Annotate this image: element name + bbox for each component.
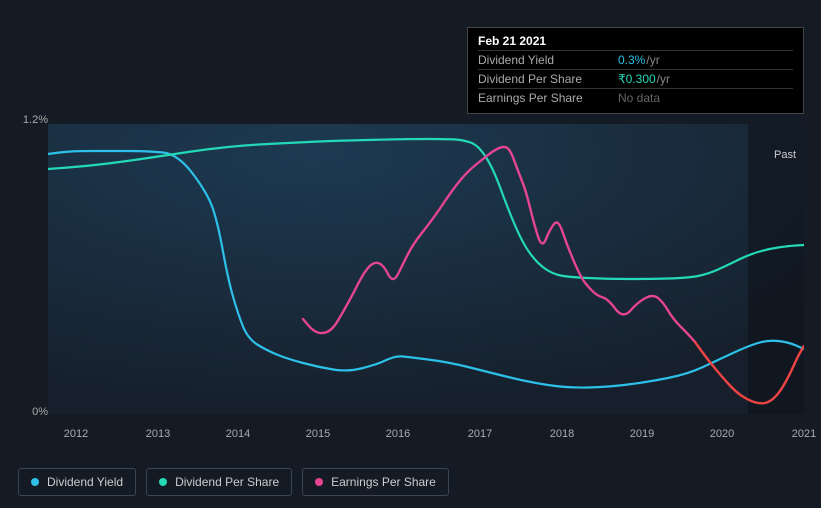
legend-label: Dividend Per Share bbox=[175, 475, 279, 489]
x-axis-label: 2013 bbox=[146, 428, 170, 440]
tooltip-date: Feb 21 2021 bbox=[478, 34, 793, 48]
legend: Dividend Yield Dividend Per Share Earnings… bbox=[18, 468, 449, 496]
x-axis-label: 2014 bbox=[226, 428, 250, 440]
x-axis-label: 2015 bbox=[306, 428, 330, 440]
y-axis-top-label: 1.2% bbox=[18, 114, 48, 126]
x-axis-label: 2019 bbox=[630, 428, 654, 440]
x-axis-label: 2018 bbox=[550, 428, 574, 440]
legend-item[interactable]: Dividend Yield bbox=[18, 468, 136, 496]
tooltip-value: ₹0.300 bbox=[618, 72, 656, 86]
tooltip-label: Dividend Yield bbox=[478, 53, 618, 67]
tooltip-label: Earnings Per Share bbox=[478, 91, 618, 105]
tooltip-row: Earnings Per ShareNo data bbox=[478, 88, 793, 107]
tooltip-row: Dividend Per Share₹0.300 /yr bbox=[478, 69, 793, 88]
x-axis-label: 2021 bbox=[792, 428, 816, 440]
legend-dot bbox=[31, 478, 39, 486]
x-axis-label: 2012 bbox=[64, 428, 88, 440]
tooltip-suffix: /yr bbox=[657, 72, 670, 86]
legend-label: Earnings Per Share bbox=[331, 475, 436, 489]
chart-tooltip: Feb 21 2021 Dividend Yield0.3% /yrDivide… bbox=[467, 27, 804, 114]
plot-area: Past bbox=[48, 124, 804, 414]
plot-background bbox=[48, 124, 804, 414]
tooltip-value: No data bbox=[618, 91, 660, 105]
past-label: Past bbox=[774, 149, 796, 161]
tooltip-suffix: /yr bbox=[646, 53, 659, 67]
legend-item[interactable]: Earnings Per Share bbox=[302, 468, 449, 496]
legend-label: Dividend Yield bbox=[47, 475, 123, 489]
x-axis-label: 2016 bbox=[386, 428, 410, 440]
x-axis-label: 2020 bbox=[710, 428, 734, 440]
y-axis-bottom-label: 0% bbox=[18, 406, 48, 418]
tooltip-value: 0.3% bbox=[618, 53, 645, 67]
line-chart: 1.2% 0% Past 2012 2013 2014 2015 2016 2017 201… bbox=[18, 106, 814, 446]
legend-dot bbox=[159, 478, 167, 486]
future-shade bbox=[748, 124, 804, 414]
tooltip-row: Dividend Yield0.3% /yr bbox=[478, 50, 793, 69]
tooltip-label: Dividend Per Share bbox=[478, 72, 618, 86]
legend-item[interactable]: Dividend Per Share bbox=[146, 468, 292, 496]
legend-dot bbox=[315, 478, 323, 486]
x-axis-label: 2017 bbox=[468, 428, 492, 440]
